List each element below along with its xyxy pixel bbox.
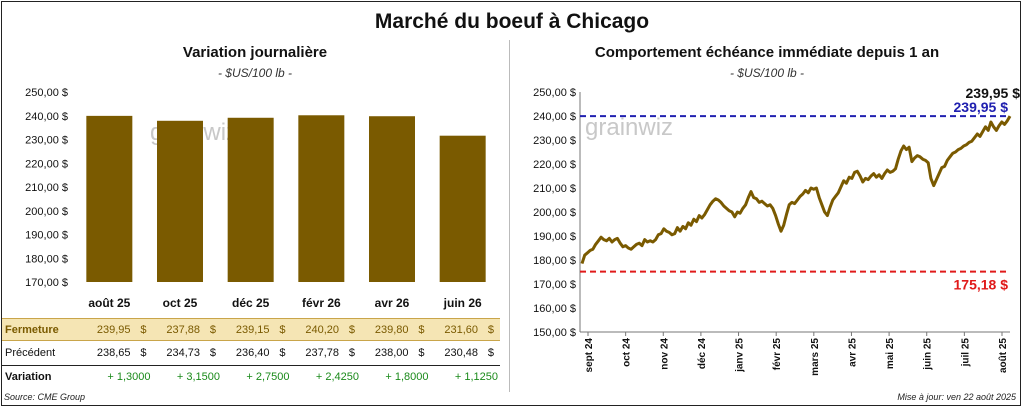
- table-cell: 239,95: [83, 318, 133, 341]
- x-tick-label: juil 25: [960, 338, 971, 368]
- y-tick-label: 200,00 $: [25, 206, 68, 218]
- y-tick-label: 180,00 $: [533, 255, 576, 267]
- x-tick-label: mars 25: [810, 338, 821, 376]
- contracts-table: Fermeture 239,95 $237,88 $239,15 $240,20 $239…: [2, 318, 500, 387]
- watermark-right: grainwiz: [585, 114, 673, 141]
- bar: [439, 135, 486, 282]
- currency-cell: $: [271, 318, 292, 341]
- bar: [227, 117, 274, 282]
- y-tick-label: 250,00 $: [25, 87, 68, 99]
- x-tick-label: déc 24: [697, 338, 708, 370]
- bar: [86, 115, 133, 283]
- x-tick-label: août 25: [998, 338, 1009, 373]
- right-chart-unit: - $US/100 lb -: [729, 66, 805, 80]
- table-cell: 237,88: [152, 318, 202, 341]
- y-tick-label: 210,00 $: [533, 183, 576, 195]
- right-chart-subtitle: Comportement échéance immédiate depuis 1…: [594, 44, 940, 61]
- x-tick-label: févr 25: [772, 338, 783, 371]
- bar: [369, 116, 415, 282]
- currency-cell: $: [132, 318, 153, 341]
- x-category-label: oct 25: [163, 296, 198, 310]
- table-cell: 234,73: [152, 340, 202, 366]
- x-tick-label: avr 25: [847, 338, 858, 367]
- currency-cell: $: [410, 318, 431, 341]
- table-cell: 238,00: [361, 340, 411, 366]
- y-tick-label: 150,00 $: [533, 327, 576, 339]
- table-cell: 231,60: [430, 318, 480, 341]
- table-cell: + 3,1500: [176, 370, 220, 383]
- currency-cell: $: [410, 340, 431, 366]
- y-tick-label: 170,00 $: [533, 279, 576, 291]
- table-cell: + 1,1250: [454, 370, 498, 383]
- y-tick-label: 230,00 $: [25, 135, 68, 147]
- source-note: Source: CME Group: [4, 392, 86, 402]
- table-cell: + 1,3000: [107, 370, 151, 383]
- x-tick-label: sept 24: [584, 338, 595, 373]
- currency-cell: $: [341, 340, 361, 366]
- table-cell: 239,15: [222, 318, 272, 341]
- panel-divider: [509, 40, 510, 392]
- currency-cell: $: [480, 340, 500, 366]
- bar: [157, 120, 203, 282]
- currency-cell: $: [132, 340, 153, 366]
- y-tick-label: 240,00 $: [25, 111, 68, 123]
- line-chart: grainwiz 250,00 $ 240,00 $ 230,00 $ 220,00 $…: [533, 85, 1021, 376]
- x-tick-label: juin 25: [923, 338, 934, 371]
- update-note: Mise à jour: ven 22 août 2025: [897, 392, 1016, 402]
- bar: [298, 115, 345, 283]
- row-label: Variation: [5, 370, 52, 383]
- x-tick-label: nov 24: [659, 338, 670, 370]
- y-tick-label: 190,00 $: [533, 231, 576, 243]
- y-tick-label: 220,00 $: [533, 159, 576, 171]
- x-category-label: déc 25: [232, 296, 270, 310]
- x-category-label: févr 26: [302, 296, 341, 310]
- x-category-label: juin 26: [443, 296, 482, 310]
- last-value-label: 239,95 $: [966, 85, 1021, 101]
- y-tick-label: 240,00 $: [533, 111, 576, 123]
- currency-cell: $: [202, 318, 222, 341]
- page-title: Marché du boeuf à Chicago: [374, 10, 650, 33]
- table-cell: 236,40: [222, 340, 272, 366]
- table-cell: 240,20: [291, 318, 341, 341]
- table-row: Variation + 1,3000 + 3,1500 + 2,7500 + 2,425…: [2, 366, 500, 388]
- table-cell: + 1,8000: [385, 370, 429, 383]
- currency-cell: $: [202, 340, 222, 366]
- table-cell: 237,78: [291, 340, 341, 366]
- reference-label: 239,95 $: [954, 99, 1009, 115]
- table-row: Précédent 238,65 $234,73 $236,40 $237,78 $238…: [2, 340, 500, 366]
- x-tick-label: janv 25: [735, 338, 746, 373]
- y-tick-label: 190,00 $: [25, 230, 68, 242]
- y-tick-label: 200,00 $: [533, 207, 576, 219]
- currency-cell: $: [341, 318, 361, 341]
- y-tick-label: 170,00 $: [25, 277, 68, 289]
- x-tick-label: mai 25: [885, 338, 896, 370]
- y-tick-label: 220,00 $: [25, 158, 68, 170]
- price-line: [580, 115, 1012, 265]
- table-cell: 238,65: [83, 340, 133, 366]
- table-cell: 239,80: [361, 318, 411, 341]
- y-tick-label: 250,00 $: [533, 87, 576, 99]
- x-tick-label: oct 24: [622, 338, 633, 367]
- y-tick-label: 210,00 $: [25, 182, 68, 194]
- x-category-label: août 25: [88, 296, 130, 310]
- row-label: Précédent: [2, 340, 83, 366]
- y-tick-label: 160,00 $: [533, 303, 576, 315]
- y-tick-label: 230,00 $: [533, 135, 576, 147]
- table-cell: + 2,7500: [246, 370, 290, 383]
- table-cell: + 2,4250: [315, 370, 359, 383]
- currency-cell: $: [271, 340, 292, 366]
- row-label: Fermeture: [2, 318, 83, 341]
- x-category-label: avr 26: [375, 296, 410, 310]
- left-chart-subtitle: Variation journalière: [182, 44, 328, 61]
- currency-cell: $: [480, 318, 500, 341]
- reference-label: 175,18 $: [954, 277, 1009, 293]
- left-chart-unit: - $US/100 lb -: [217, 66, 293, 80]
- table-row: Fermeture 239,95 $237,88 $239,15 $240,20 $239…: [2, 318, 500, 341]
- table-cell: 230,48: [430, 340, 480, 366]
- y-tick-label: 180,00 $: [25, 253, 68, 265]
